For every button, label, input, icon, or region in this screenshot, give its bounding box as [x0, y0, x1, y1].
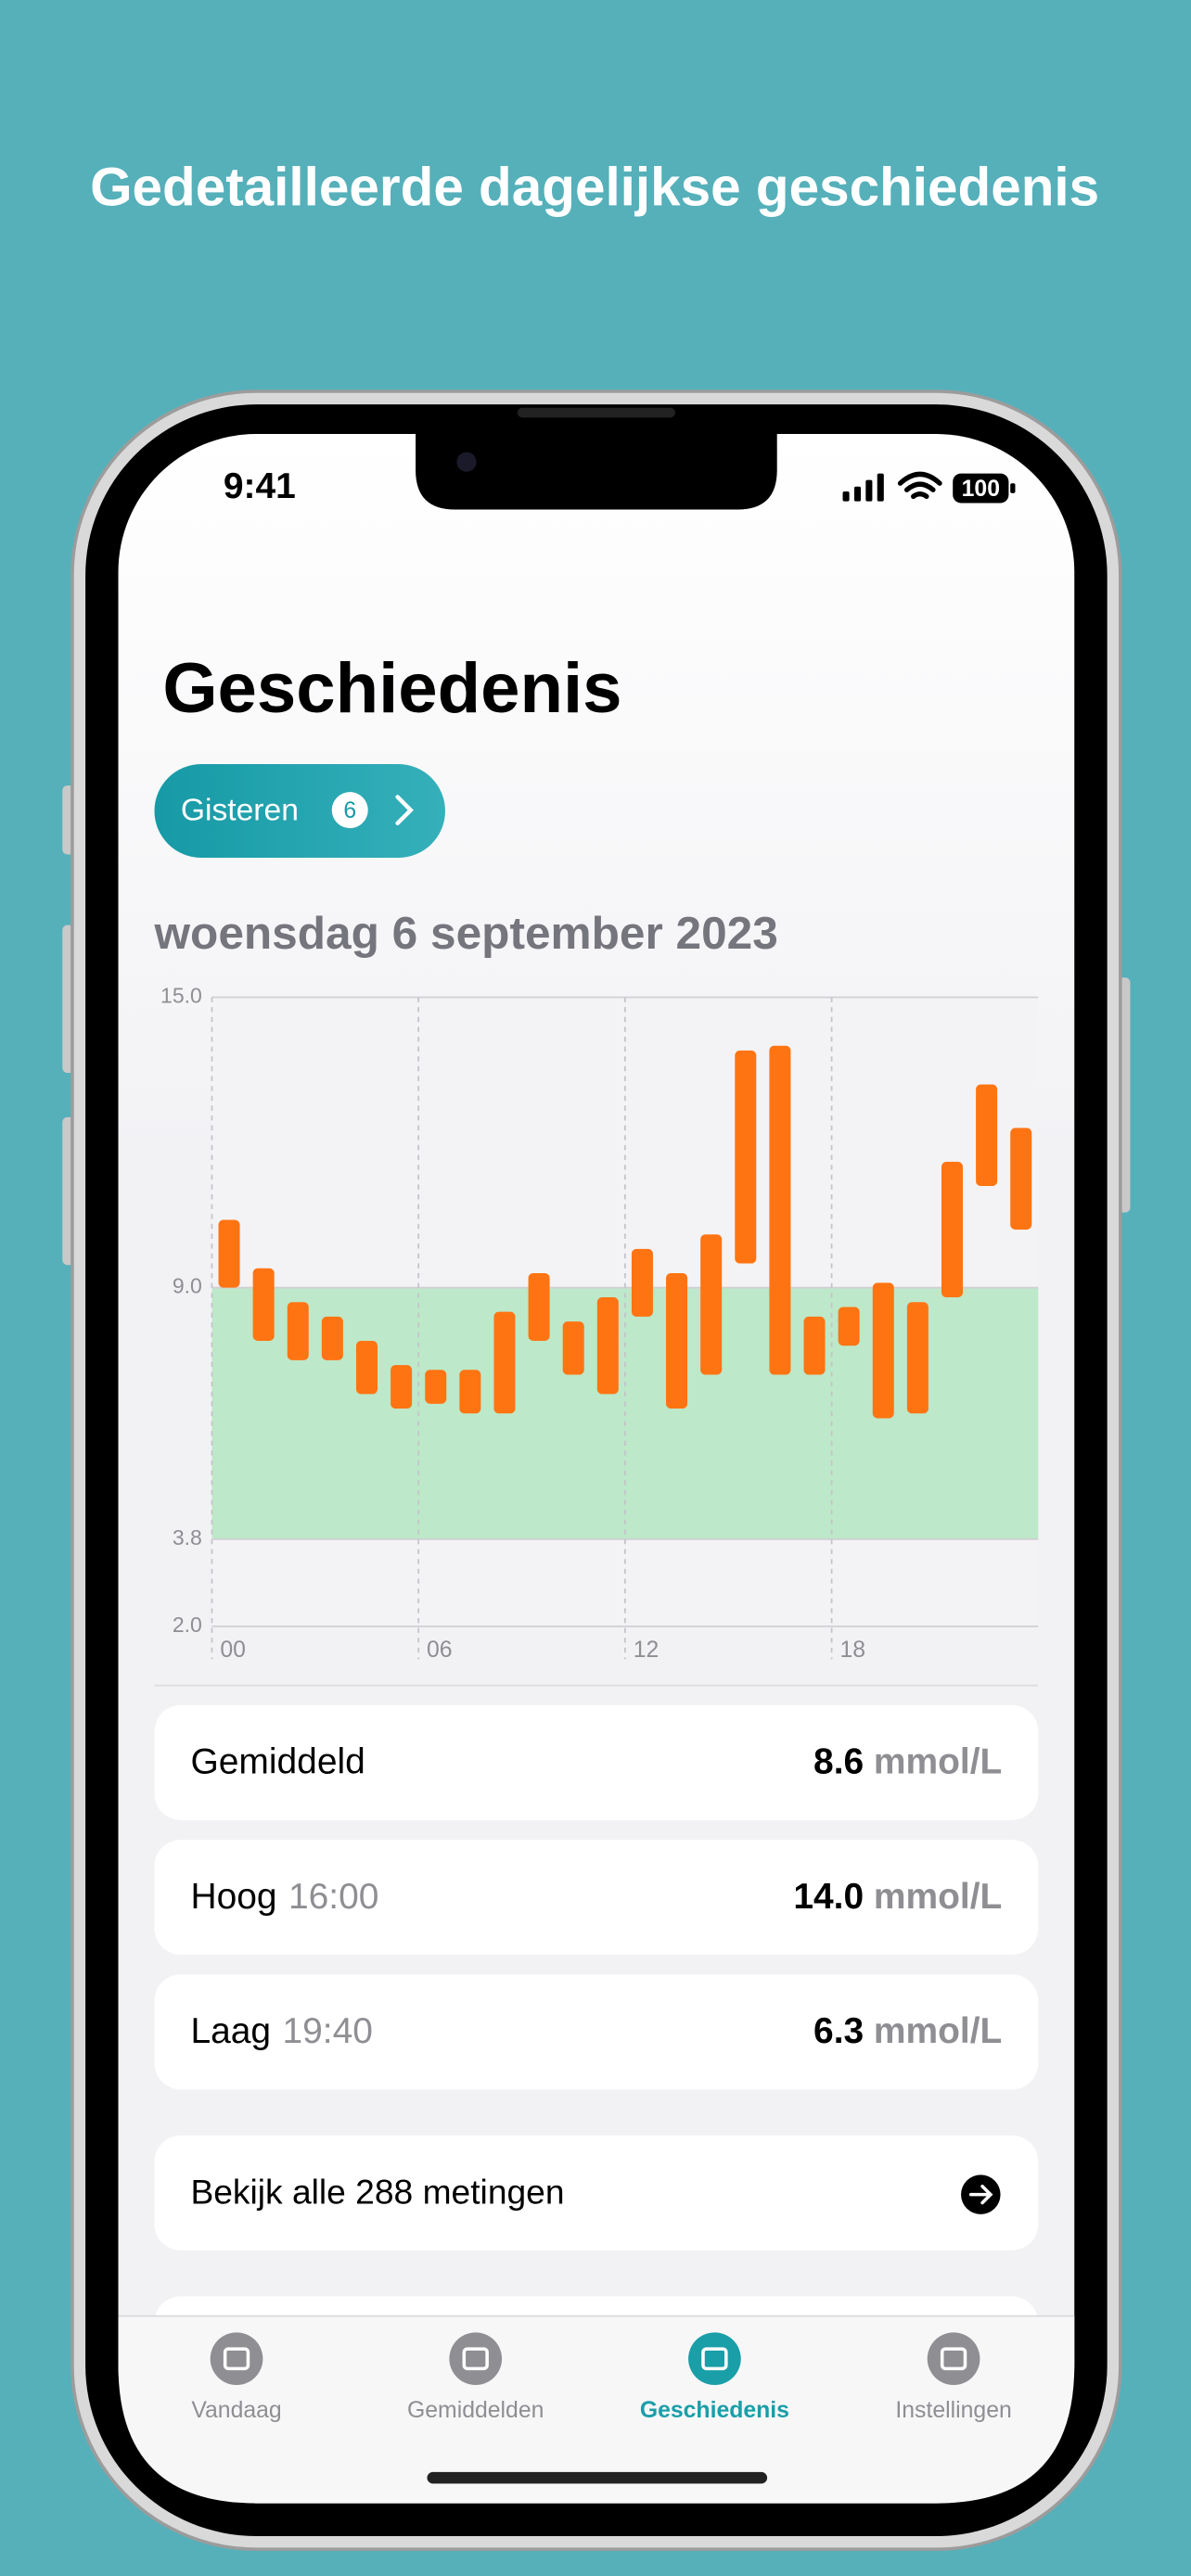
chart: 2.0 3.8 9.0 15.0 00 06 12 18	[160, 984, 1039, 1663]
signal-icon	[842, 473, 884, 502]
stat-card	[154, 1840, 1039, 1956]
tab-glyph	[940, 2347, 967, 2371]
range-bar	[321, 1316, 343, 1360]
stat-name: Hoog	[190, 1877, 276, 1917]
tab-icon[interactable]	[927, 2332, 980, 2386]
range-bar	[941, 1161, 964, 1298]
range-bar	[838, 1307, 860, 1346]
stat-name: Laag	[190, 2011, 271, 2051]
battery-tip	[1010, 483, 1016, 493]
stat-value: 6.3 mmol/L	[813, 2011, 1002, 2051]
link-card[interactable]	[154, 2135, 1039, 2251]
unit: mmol/L	[874, 1742, 1003, 1782]
badge	[331, 792, 368, 829]
screen-title: Geschiedenis	[162, 649, 621, 728]
tab-glyph	[223, 2347, 250, 2371]
tab-glyph	[701, 2347, 728, 2371]
button-label: Gisteren	[181, 793, 299, 827]
stat-label: Laag 19:40	[190, 2011, 373, 2051]
range-bar	[252, 1268, 275, 1341]
y-tick-label: 15.0	[160, 984, 202, 1008]
range-bar	[906, 1302, 928, 1414]
y-tick-label: 3.8	[173, 1525, 202, 1549]
y-tick-label: 9.0	[173, 1274, 202, 1298]
stat-label: Gemiddeld	[190, 1742, 365, 1782]
wifi-icon	[897, 471, 942, 500]
stat-time: 16:00	[288, 1877, 378, 1917]
range-bar	[631, 1248, 653, 1317]
value: 8.6	[813, 1742, 864, 1782]
stat-value: 14.0 mmol/L	[793, 1877, 1002, 1917]
tab-label: Geschiedenis	[640, 2398, 789, 2423]
range-bar	[700, 1234, 723, 1375]
range-bar	[872, 1282, 894, 1419]
range-bar	[976, 1084, 998, 1187]
range-bar	[459, 1370, 481, 1414]
x-tick-label: 06	[427, 1638, 453, 1663]
chevron	[395, 795, 414, 826]
y-tick-label: 2.0	[173, 1613, 202, 1637]
value: 14.0	[793, 1877, 864, 1917]
headline: Gedetailleerde dagelijkse geschiedenis	[90, 157, 1099, 217]
stat-label: Hoog 16:00	[190, 1877, 378, 1917]
battery-icon	[953, 473, 1009, 504]
camera	[456, 452, 477, 472]
tab-bar	[118, 2315, 1075, 2504]
value: 6.3	[813, 2011, 864, 2051]
speaker	[517, 407, 675, 418]
unit: mmol/L	[874, 1877, 1003, 1917]
tab-label: Instellingen	[895, 2398, 1011, 2423]
tabs: Vandaag Gemiddelden Geschiedenis Instelling…	[191, 2332, 1012, 2423]
arrow	[968, 2184, 993, 2205]
stat-card	[154, 1974, 1039, 2090]
range-bar	[562, 1321, 584, 1375]
range-bar	[355, 1340, 378, 1395]
x-tick-label: 12	[634, 1638, 660, 1663]
range-bar	[391, 1365, 413, 1409]
range-bar	[287, 1302, 309, 1360]
x-tick-label: 18	[839, 1638, 865, 1663]
stat-value: 8.6 mmol/L	[813, 1742, 1002, 1782]
range-bar	[1010, 1128, 1032, 1230]
notch	[416, 434, 777, 510]
badge-count: 6	[343, 798, 356, 823]
range-bar	[735, 1050, 757, 1264]
previous-day-button[interactable]	[154, 764, 445, 858]
tab-label: Gemiddelden	[407, 2398, 544, 2423]
link-label: Bekijk alle 288 metingen	[190, 2172, 564, 2211]
tab-label: Vandaag	[191, 2398, 281, 2423]
range-bar	[218, 1219, 240, 1288]
tab-icon[interactable]	[688, 2332, 741, 2386]
stat-card	[154, 1704, 1039, 1820]
battery-level: 100	[962, 477, 1000, 502]
range-bar	[596, 1297, 619, 1395]
status-time: 9:41	[224, 466, 296, 506]
range-bar	[803, 1316, 826, 1375]
range-bar	[769, 1045, 791, 1375]
home-indicator	[427, 2471, 768, 2484]
stat-time: 19:40	[282, 2011, 372, 2051]
range-bar	[666, 1272, 688, 1409]
tab-icon[interactable]	[210, 2332, 263, 2386]
date: woensdag 6 september 2023	[153, 907, 777, 959]
tab-glyph	[462, 2347, 489, 2371]
range-bar	[425, 1370, 447, 1404]
range-bar	[493, 1311, 516, 1414]
stat-name: Gemiddeld	[190, 1742, 365, 1782]
unit: mmol/L	[874, 2011, 1003, 2051]
range-bar	[528, 1272, 550, 1341]
tab-icon[interactable]	[449, 2332, 503, 2386]
x-tick-label: 00	[220, 1638, 246, 1663]
